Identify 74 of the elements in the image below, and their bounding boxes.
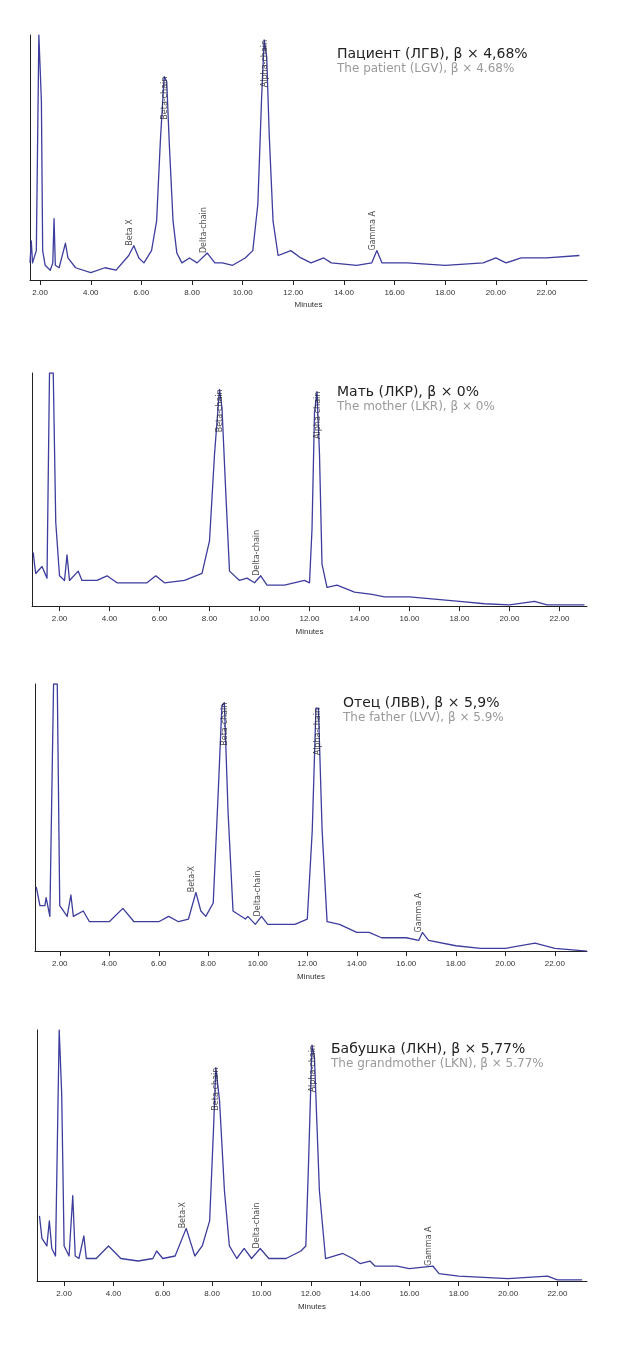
text: Бабушка (ЛКН), β × 5,77% — [331, 1040, 526, 1056]
text: The father (LVV), β × 5.9% — [342, 710, 504, 724]
text: Пациент (ЛГВ), β × 4,68% — [337, 45, 528, 61]
x-tick-label: 4.00 — [101, 613, 118, 623]
annotation: Beta-X — [177, 1201, 187, 1229]
x-tick-label: 16.00 — [399, 1288, 420, 1298]
x-tick-label: 10.00 — [251, 1288, 272, 1298]
x-tick-label: 12.00 — [300, 1288, 322, 1298]
x-tick-label: 2.00 — [32, 287, 49, 297]
x-tick-label: 12.00 — [299, 613, 321, 623]
annotation: Beta-X — [187, 865, 197, 893]
annotation: Gamma A — [424, 1225, 434, 1267]
x-tick-label: 18.00 — [448, 1288, 470, 1298]
x-tick-label: 20.00 — [485, 287, 507, 297]
text: The patient (LGV), β × 4.68% — [336, 61, 515, 75]
annotation: Delta-chain — [252, 870, 262, 917]
x-tick-label: 12.00 — [297, 958, 318, 968]
annotation: Beta-chain — [159, 76, 169, 120]
x-tick-label: 14.00 — [333, 287, 355, 297]
annotation: Delta-chain — [198, 207, 208, 254]
x-tick-label: 4.00 — [101, 958, 118, 968]
annotation: Alpha-chain — [312, 708, 322, 756]
x-tick-label: 6.00 — [151, 613, 168, 623]
x-tick-label: 2.00 — [51, 613, 68, 623]
annotation: Beta-chain — [215, 389, 224, 433]
x-tick-label: 8.00 — [201, 613, 218, 623]
annotation: Gamma A — [413, 892, 423, 933]
x-tick-label: 6.00 — [155, 1288, 172, 1298]
x-tick-label: 22.00 — [549, 613, 571, 623]
x-axis-title: Minutes — [296, 971, 326, 981]
annotation: Delta-chain — [252, 529, 262, 576]
x-axis-title: Minutes — [295, 626, 324, 636]
text: The mother (LKR), β × 0% — [336, 399, 495, 413]
x-tick-label: 16.00 — [396, 958, 417, 968]
annotation: Alpha-chain — [307, 1045, 317, 1093]
x-tick-label: 8.00 — [204, 1288, 221, 1298]
x-tick-label: 18.00 — [435, 287, 456, 297]
annotation: Beta-chain — [219, 702, 229, 746]
x-tick-label: 8.00 — [200, 958, 217, 968]
annotation: Alpha-chain — [259, 39, 269, 88]
annotation: Beta-chain — [211, 1067, 221, 1111]
x-tick-label: 8.00 — [184, 287, 201, 297]
text: Отец (ЛВВ), β × 5,9% — [343, 694, 500, 710]
x-tick-label: 4.00 — [82, 287, 100, 297]
x-tick-label: 14.00 — [350, 1288, 371, 1298]
x-tick-label: 2.00 — [51, 958, 69, 968]
annotation: Delta-chain — [251, 1202, 261, 1249]
x-tick-label: 16.00 — [399, 613, 421, 623]
x-tick-label: 10.00 — [232, 287, 254, 297]
x-tick-label: 18.00 — [445, 958, 467, 968]
x-tick-label: 22.00 — [544, 958, 566, 968]
x-tick-label: 4.00 — [105, 1288, 122, 1298]
text: Мать (ЛКР), β × 0% — [337, 383, 480, 399]
x-tick-label: 22.00 — [536, 287, 558, 297]
x-tick-label: 10.00 — [247, 958, 269, 968]
x-tick-label: 10.00 — [249, 613, 271, 623]
x-tick-label: 2.00 — [56, 1288, 73, 1298]
x-tick-label: 6.00 — [150, 958, 168, 968]
x-tick-label: 16.00 — [384, 287, 406, 297]
annotation: Gamma A — [368, 210, 378, 251]
x-axis-title: Minutes — [294, 300, 323, 310]
x-tick-label: 22.00 — [547, 1288, 568, 1298]
x-axis-title: Minutes — [297, 1301, 327, 1311]
x-tick-label: 14.00 — [346, 958, 368, 968]
x-tick-label: 12.00 — [283, 287, 304, 297]
text: The grandmother (LKN), β × 5.77% — [330, 1056, 544, 1070]
x-tick-label: 20.00 — [498, 1288, 519, 1298]
x-tick-label: 20.00 — [495, 958, 516, 968]
x-tick-label: 14.00 — [349, 613, 371, 623]
x-tick-label: 20.00 — [499, 613, 521, 623]
annotation: Beta X — [125, 218, 135, 246]
x-tick-label: 18.00 — [449, 613, 471, 623]
annotation: Alpha-chain — [312, 391, 322, 439]
x-tick-label: 6.00 — [133, 287, 150, 297]
